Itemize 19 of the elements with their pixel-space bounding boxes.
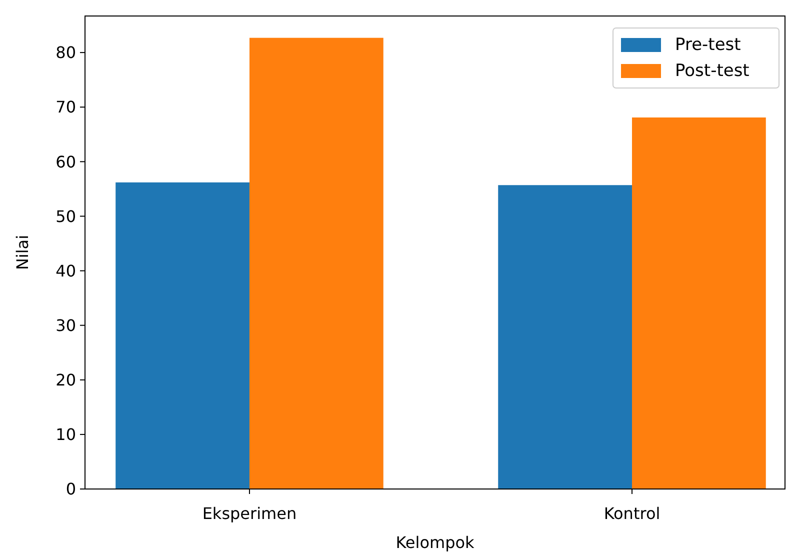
bar (249, 38, 384, 489)
bar (632, 117, 766, 489)
y-tick-label: 50 (56, 206, 76, 226)
y-axis-title: Nilai (13, 234, 32, 270)
y-tick-label: 0 (66, 480, 76, 499)
x-tick-label: Eksperimen (202, 504, 297, 523)
bar (498, 185, 632, 489)
x-tick-label: Kontrol (604, 504, 660, 523)
legend-label: Post-test (675, 61, 750, 81)
y-tick-label: 10 (56, 425, 76, 444)
bar (116, 182, 250, 489)
y-tick-label: 40 (56, 261, 76, 280)
y-tick-label: 20 (56, 370, 76, 390)
legend-label: Pre-test (675, 35, 742, 55)
y-tick-label: 70 (56, 98, 76, 117)
y-tick-label: 80 (56, 43, 76, 62)
x-axis-title: Kelompok (396, 533, 476, 552)
y-tick-label: 30 (56, 316, 76, 335)
y-tick-label: 60 (56, 152, 76, 172)
